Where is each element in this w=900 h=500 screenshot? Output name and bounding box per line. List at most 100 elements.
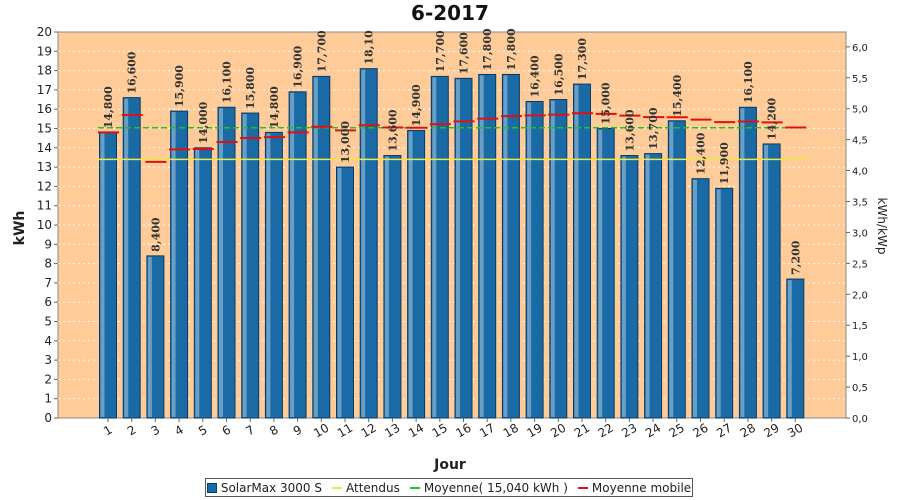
bar-data-label: 7,200 (789, 240, 802, 275)
y-tick-label: 2 (44, 372, 52, 386)
bar-highlight (716, 189, 721, 417)
x-tick-label: 23 (619, 421, 639, 441)
y-tick-label: 20 (37, 25, 52, 39)
bar-highlight (574, 85, 579, 418)
y2-tick-label: 0,5 (852, 383, 868, 394)
y2-tick-label: 2,0 (852, 290, 868, 301)
bar-data-label: 16,900 (292, 45, 305, 87)
bar-highlight (764, 144, 769, 417)
x-tick-label: 13 (382, 421, 402, 441)
bar-highlight (124, 98, 129, 418)
y-tick-label: 9 (44, 237, 52, 251)
x-tick-label: 7 (243, 423, 257, 439)
y-tick-label: 1 (44, 392, 52, 406)
y-tick-label: 0 (44, 411, 52, 425)
y-tick-label: 10 (37, 218, 52, 232)
bar-highlight (361, 69, 366, 418)
bar-highlight (527, 102, 532, 417)
bar-data-label: 14,200 (766, 97, 779, 139)
bar-highlight (147, 256, 152, 417)
legend-swatch-line (332, 486, 343, 489)
y2-tick-label: 4,0 (852, 167, 868, 178)
y2-tick-label: 4,5 (852, 136, 868, 147)
bar-data-label: 16,500 (552, 53, 565, 95)
bar-highlight (219, 108, 223, 418)
legend-label: Moyenne( 15,040 kWh ) (423, 480, 568, 495)
bar-data-label: 15,000 (600, 82, 613, 124)
x-tick-label: 1 (101, 423, 115, 439)
bars (99, 68, 805, 419)
y-tick-label: 12 (37, 179, 52, 193)
y2-tick-label: 1,0 (852, 352, 868, 363)
bar-highlight (242, 114, 247, 417)
x-tick-label: 25 (667, 421, 687, 441)
bar-data-label: 16,100 (221, 61, 234, 103)
bar-highlight (669, 121, 674, 417)
y-tick-label: 3 (44, 353, 52, 367)
y-tick-label: 16 (37, 102, 52, 116)
bar-labels: 14,800 16,600 8,400 15,900 14,000 16,100 15,80… (102, 28, 802, 275)
bar-data-label: 17,300 (576, 38, 589, 80)
legend-item-moyenne: Moyenne( 15,040 kWh ) (407, 481, 571, 495)
bar-highlight (740, 108, 745, 418)
legend-label: Attendus (346, 480, 400, 495)
x-tick-label: 5 (196, 423, 210, 439)
x-axis-ticks: 1 2 3 4 5 6 7 8 9 10 11 12 13 14 15 16 17 18 19 20 21 22 23 24 2… (101, 418, 805, 440)
y-tick-label: 4 (44, 334, 52, 348)
y-tick-label: 15 (37, 122, 52, 136)
bar-data-label: 15,400 (671, 74, 684, 116)
y2-tick-label: 0,0 (852, 414, 868, 425)
bar-highlight (503, 75, 508, 418)
x-tick-label: 28 (738, 421, 758, 441)
bar-highlight (598, 129, 603, 417)
bar-highlight (100, 133, 105, 418)
y2-tick-label: 6,0 (852, 43, 868, 54)
bar-data-label: 17,600 (458, 32, 471, 74)
legend-item-attendus: Attendus (329, 481, 403, 495)
bar-data-label: 16,400 (529, 55, 542, 97)
y-tick-label: 18 (37, 64, 52, 78)
legend-item-moyenne-mobile: Moyenne mobile (575, 481, 694, 495)
bar-data-label: 17,800 (481, 28, 494, 70)
bar-highlight (384, 156, 389, 417)
y-tick-label: 14 (37, 141, 52, 155)
x-tick-label: 26 (690, 421, 710, 441)
x-tick-label: 14 (406, 421, 426, 441)
bar-data-label: 14,000 (197, 101, 210, 143)
y-tick-label: 6 (44, 295, 52, 309)
bar-highlight (456, 79, 460, 417)
chart-title: 6-2017 (411, 1, 489, 25)
bar-data-label: 12,400 (695, 132, 708, 174)
bar-highlight (337, 168, 342, 417)
reference-lines (98, 112, 808, 163)
x-tick-label: 20 (548, 421, 568, 441)
x-tick-label: 15 (430, 421, 450, 441)
x-tick-label: 24 (643, 421, 663, 441)
x-tick-label: 22 (596, 421, 616, 441)
right-axis-ticks: 0,0 0,5 1,0 1,5 2,0 2,5 3,0 3,5 4,0 4,5 5,0 5,5 6,0 (846, 43, 868, 425)
bar-data-label: 16,600 (126, 51, 139, 93)
y-tick-label: 7 (44, 276, 52, 290)
y2-tick-label: 1,5 (852, 321, 868, 332)
bar-data-label: 17,700 (434, 30, 447, 72)
y2-tick-label: 3,5 (852, 197, 868, 208)
bar-data-label: 15,900 (173, 65, 186, 107)
bar-highlight (266, 133, 271, 418)
legend-item-solarmax: SolarMax 3000 S (204, 481, 325, 495)
bar-data-label: 13,600 (623, 109, 636, 151)
bar-data-label: 13,000 (339, 121, 352, 163)
legend-swatch-bar (206, 482, 217, 493)
bar-highlight (408, 131, 413, 417)
x-tick-label: 16 (453, 421, 473, 441)
x-axis-label: Jour (433, 457, 466, 473)
x-tick-label: 3 (149, 423, 163, 439)
bar-data-label: 13,600 (386, 109, 399, 151)
bar-highlight (195, 148, 200, 418)
y-tick-label: 13 (37, 160, 52, 174)
bar-highlight (645, 154, 650, 417)
x-tick-label: 4 (172, 423, 186, 439)
y2-tick-label: 5,5 (852, 74, 868, 85)
x-tick-label: 9 (291, 423, 305, 439)
legend-swatch-line (577, 486, 588, 489)
